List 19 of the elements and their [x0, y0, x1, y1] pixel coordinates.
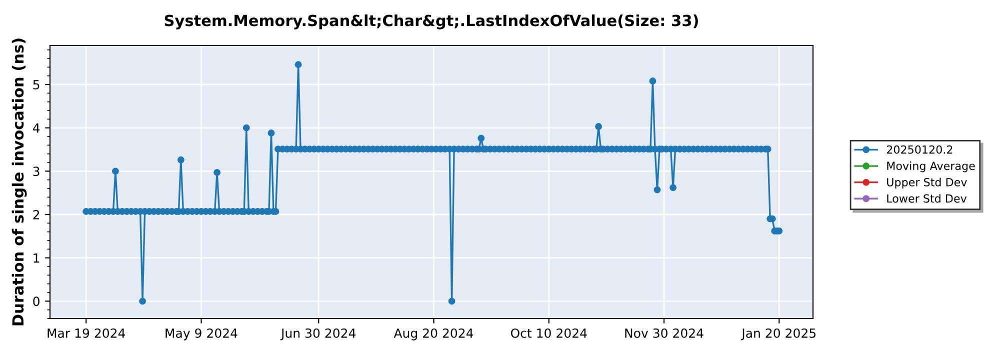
y-tick-label: 1: [34, 253, 40, 263]
y-axis-title: Duration of single invocation (ns): [12, 38, 27, 326]
legend-label: Lower Std Dev: [887, 194, 967, 203]
x-tick-label: Aug 20 2024: [394, 328, 474, 340]
y-tick-label: 2: [33, 210, 40, 220]
x-tick-label: Oct 10 2024: [510, 328, 587, 338]
x-tick-label: Nov 30 2024: [625, 328, 704, 338]
legend-label: 20250120.2: [886, 145, 952, 154]
chart-title: System.Memory.Span&lt;Char&gt;.LastIndexOfValue(Size: 33): [164, 14, 698, 30]
x-tick-label: May 9 2024: [166, 328, 238, 340]
y-tick-label: 5: [33, 80, 40, 90]
y-tick-label: 0: [33, 296, 40, 306]
legend-label: Moving Average: [887, 161, 975, 172]
y-tick-label: 3: [33, 166, 40, 176]
y-tick-label: 4: [32, 123, 40, 133]
x-tick-label: Jun 30 2024: [280, 328, 356, 340]
x-tick-label: Mar 19 2024: [48, 328, 126, 338]
legend-label: Upper Std Dev: [887, 178, 967, 189]
x-tick-label: Jan 20 2025: [741, 328, 816, 340]
